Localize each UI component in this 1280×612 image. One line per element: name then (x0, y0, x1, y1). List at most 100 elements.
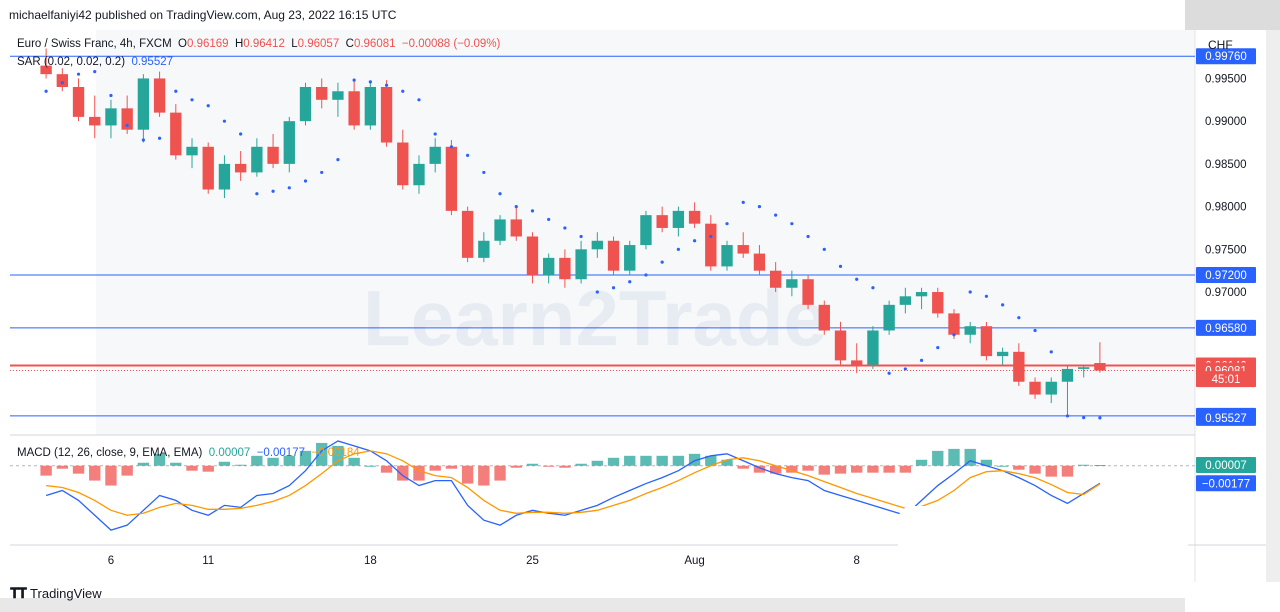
sar-dot (725, 222, 729, 226)
candle-body (494, 219, 506, 241)
price-chart[interactable]: Learn2Trade 0.99500 0.99000 0.98500 0.98000 0… (0, 30, 1280, 582)
price-badge-text: 0.97200 (1205, 270, 1247, 282)
sar-dot (919, 358, 924, 362)
candle-body (688, 210, 701, 224)
macd-histogram-bar (89, 465, 101, 481)
candle-body (40, 65, 52, 75)
sar-dot (741, 200, 745, 204)
candle-body (867, 330, 879, 365)
sar-dot (417, 98, 421, 102)
candle (705, 215, 717, 271)
candle (575, 240, 587, 284)
sar-dot (255, 192, 259, 196)
open-value: 0.96169 (187, 38, 229, 50)
macd-signal-value: −0.00184 (311, 447, 360, 459)
macd-histogram-bar (705, 455, 717, 466)
macd-histogram-bar (526, 463, 539, 466)
candle-body (996, 351, 1009, 357)
candle (478, 232, 490, 263)
macd-histogram-bar (737, 465, 749, 469)
candle-body (89, 116, 101, 126)
macd-label: MACD (12, 26, close, 9, EMA, EMA) (17, 447, 203, 459)
candle-body (753, 253, 766, 271)
sar-dot (1001, 303, 1005, 307)
candle (121, 95, 133, 134)
price-badge-box (1196, 371, 1256, 388)
price-badge-box (1196, 266, 1256, 283)
sar-dot (1082, 416, 1086, 420)
candle-body (705, 223, 717, 267)
candle (786, 270, 798, 297)
sar-dot (336, 158, 340, 162)
tradingview-brand: TradingView (30, 586, 102, 601)
candle-body (364, 86, 377, 126)
price-tick-label: 0.97000 (1205, 287, 1247, 299)
macd-histogram-bar (72, 465, 85, 474)
macd-histogram-bar (543, 465, 555, 467)
candle (640, 210, 652, 250)
macd-histogram-bar (137, 462, 150, 466)
candle-body (559, 257, 571, 280)
macd-badge-text: 0.00007 (1205, 460, 1247, 472)
price-badge: 0.95527 (1196, 409, 1256, 426)
macd-histogram-bar (397, 465, 409, 481)
candle-body (234, 163, 247, 173)
candle (283, 116, 295, 173)
macd-histogram-bar (251, 455, 263, 466)
sar-dot (887, 371, 891, 375)
macd-histogram-bar (510, 465, 522, 468)
macd-histogram-bar (656, 455, 668, 466)
macd-histogram-bar (672, 455, 685, 466)
sar-dot (384, 83, 389, 87)
macd-histogram-bar (818, 465, 830, 475)
sar-dot (287, 186, 291, 190)
high-label: H (234, 38, 244, 50)
sar-dot (401, 89, 405, 93)
chart-area[interactable]: Learn2Trade 0.99500 0.99000 0.98500 0.98000 0… (0, 30, 1280, 582)
candle-body (413, 163, 425, 186)
sar-dot (936, 345, 940, 350)
time-tick-label: 11 (202, 555, 214, 567)
sar-dot (952, 333, 956, 337)
candle (364, 82, 377, 130)
candle-body (186, 146, 198, 156)
macd-histogram-bar (380, 465, 393, 473)
watermark-text: Learn2Trade (363, 274, 827, 362)
candle (153, 71, 166, 117)
macd-histogram-bar (1045, 465, 1057, 477)
time-tick-label: 8 (854, 555, 860, 567)
candle (559, 249, 571, 288)
candle-body (786, 279, 798, 288)
candle (218, 155, 231, 199)
candle-body (899, 296, 912, 305)
candle-body (672, 210, 685, 228)
macd-histogram-bar (461, 465, 474, 484)
time-tick-label: 6 (108, 555, 114, 567)
candle (867, 326, 879, 369)
candle-body (283, 121, 295, 164)
sar-dot (709, 234, 713, 239)
candle-body (526, 236, 539, 275)
candle (105, 99, 117, 139)
macd-histogram-bar (186, 465, 198, 471)
candle (251, 138, 263, 177)
tradingview-logo[interactable]: 𝐓𝐓 TradingView (10, 585, 102, 602)
macd-legend[interactable]: MACD (12, 26, close, 9, EMA, EMA) 0.0000… (17, 447, 360, 459)
macd-histogram-bar (607, 457, 620, 466)
macd-signal-line (46, 450, 1101, 516)
sar-dot (595, 290, 599, 294)
candle-body (737, 245, 749, 254)
candle (1045, 377, 1057, 404)
candle (526, 232, 539, 284)
macd-histogram-bar (867, 465, 879, 473)
macd-badge-text: −0.00177 (1202, 478, 1250, 490)
sar-legend[interactable]: SAR (0.02, 0.02, 0.2) 0.95527 (17, 56, 173, 68)
candle (834, 321, 847, 365)
open-label: O (178, 38, 187, 50)
sar-dot (871, 286, 875, 290)
macd-histogram-bar (769, 465, 782, 474)
macd-histogram-bar (1078, 464, 1090, 466)
candle (543, 253, 555, 284)
price-badge-text: 0.96580 (1205, 323, 1247, 335)
candle-body (980, 326, 993, 357)
